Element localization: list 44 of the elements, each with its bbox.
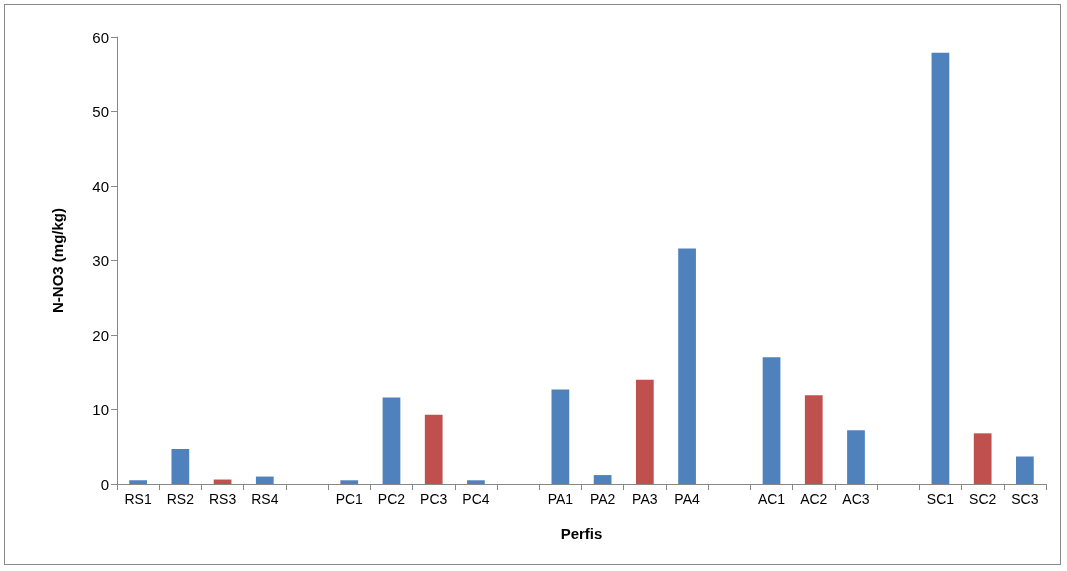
x-tick-label: PA2 (589, 491, 616, 507)
bar (340, 480, 359, 484)
bar (635, 379, 654, 484)
y-tick-label: 10 (92, 401, 109, 418)
y-tick-label: 30 (92, 252, 109, 269)
x-tick-label: PC3 (420, 491, 448, 507)
x-tick-label: SC3 (1011, 491, 1039, 507)
y-tick-label: 0 (100, 475, 109, 493)
x-tick-label: RS3 (208, 491, 237, 507)
x-tick-label: PC2 (377, 491, 406, 507)
bar (847, 430, 865, 484)
bar (762, 357, 781, 484)
bar (973, 433, 992, 484)
x-tick-label: SC1 (926, 491, 955, 507)
x-tick-label: AC3 (842, 491, 870, 507)
x-tick-label: PC1 (335, 491, 364, 507)
y-tick-label: 50 (92, 103, 109, 120)
bar (129, 480, 147, 484)
x-tick-label: SC2 (969, 491, 997, 507)
x-axis-title: Perfis (560, 525, 603, 542)
y-tick-label: 60 (92, 28, 109, 46)
bar (593, 475, 612, 484)
bar (424, 414, 443, 484)
y-axis-title: N-NO3 (mg/kg) (49, 208, 66, 313)
x-tick-label: RS2 (166, 491, 195, 507)
y-tick-label: 40 (92, 177, 109, 195)
x-tick-label: RS1 (124, 491, 152, 507)
x-tick-label: PA4 (674, 491, 700, 507)
x-tick-label: PC4 (462, 491, 490, 507)
x-tick-label: AC1 (757, 491, 786, 507)
x-tick-label: RS4 (251, 491, 279, 507)
bar (931, 52, 950, 484)
bar (1016, 456, 1034, 484)
bar (171, 448, 190, 484)
bar (382, 397, 401, 484)
y-tick-label: 20 (92, 326, 109, 344)
x-tick-label: PA1 (547, 491, 574, 507)
bar (467, 480, 485, 484)
bar (678, 248, 696, 484)
x-tick-label: PA3 (632, 491, 658, 507)
bar (551, 389, 570, 484)
bar (255, 476, 274, 484)
x-tick-label: AC2 (800, 491, 828, 507)
bar (804, 395, 823, 484)
